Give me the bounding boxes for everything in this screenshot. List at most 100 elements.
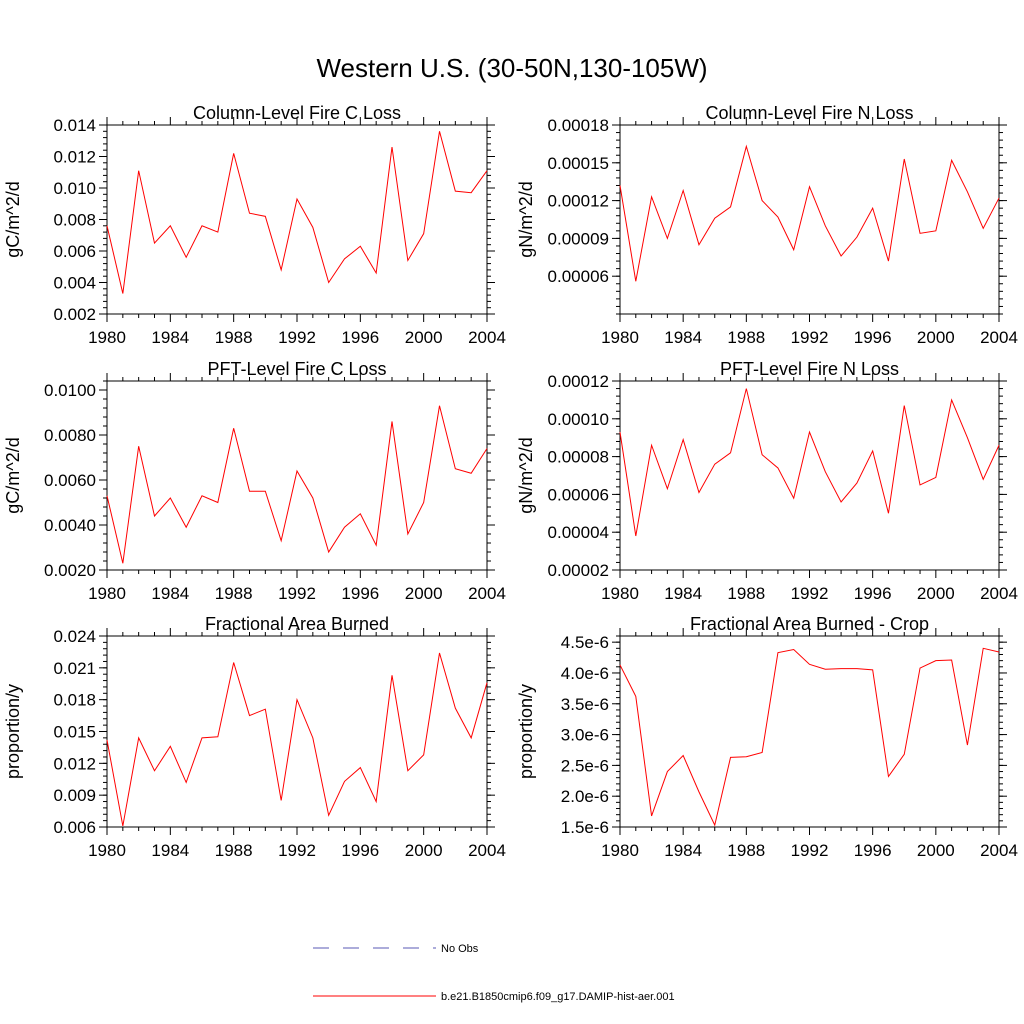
series-line <box>106 131 488 294</box>
x-tick-label: 2004 <box>980 328 1018 347</box>
panel-title: Fractional Area Burned <box>205 614 389 634</box>
y-tick-label: 0.0080 <box>44 426 96 445</box>
x-tick-label: 1984 <box>151 328 189 347</box>
y-tick-label: 4.5e-6 <box>561 633 609 652</box>
y-tick-label: 0.00012 <box>548 372 609 391</box>
panel-title: Column-Level Fire C Loss <box>193 103 401 123</box>
x-tick-label: 2000 <box>917 328 955 347</box>
x-tick-label: 1996 <box>854 841 892 860</box>
y-tick-label: 3.0e-6 <box>561 726 609 745</box>
y-tick-label: 0.015 <box>53 723 96 742</box>
y-tick-label: 0.00006 <box>548 485 609 504</box>
x-tick-label: 1988 <box>215 328 253 347</box>
legend-obs-label: No Obs <box>441 943 479 955</box>
x-tick-label: 1984 <box>664 328 702 347</box>
panel-1: Column-Level Fire C Loss 1980 1984 1988 1992… <box>3 103 506 347</box>
y-tick-label: 0.024 <box>53 627 96 646</box>
y-tick-label: 0.012 <box>53 148 96 167</box>
x-tick-label: 1992 <box>791 328 829 347</box>
y-tick-label: 0.010 <box>53 179 96 198</box>
y-tick-label: 0.00015 <box>548 154 609 173</box>
y-tick-label: 0.0020 <box>44 561 96 580</box>
panel-4: PFT-Level Fire N Loss 1980 1984 1988 1992 199… <box>516 359 1018 603</box>
panel-title: Fractional Area Burned - Crop <box>690 614 929 634</box>
x-tick-label: 1984 <box>151 841 189 860</box>
x-tick-label: 1980 <box>88 584 126 603</box>
x-tick-label: 1980 <box>88 841 126 860</box>
y-tick-label: 0.00012 <box>548 192 609 211</box>
x-tick-label: 1980 <box>601 328 639 347</box>
x-tick-label: 2000 <box>917 584 955 603</box>
x-tick-label: 1992 <box>791 841 829 860</box>
y-tick-label: 0.00008 <box>548 448 609 467</box>
y-tick-label: 0.006 <box>53 818 96 837</box>
y-tick-label: 0.002 <box>53 305 96 324</box>
y-tick-label: 1.5e-6 <box>561 818 609 837</box>
y-axis-label: gC/m^2/d <box>3 181 23 257</box>
plot-frame <box>106 380 488 571</box>
y-axis-label: gC/m^2/d <box>3 437 23 513</box>
plot-frame <box>619 380 1000 571</box>
y-tick-label: 0.00010 <box>548 410 609 429</box>
x-tick-label: 2004 <box>980 841 1018 860</box>
x-tick-label: 1980 <box>88 328 126 347</box>
y-tick-label: 0.00002 <box>548 561 609 580</box>
y-axis-label: proportion/y <box>3 684 23 779</box>
x-tick-label: 2004 <box>468 328 506 347</box>
x-tick-label: 1992 <box>278 328 316 347</box>
x-tick-label: 1988 <box>727 328 765 347</box>
y-axis-label: gN/m^2/d <box>516 437 536 513</box>
x-tick-label: 1980 <box>601 584 639 603</box>
y-tick-label: 4.0e-6 <box>561 664 609 683</box>
x-tick-label: 1988 <box>727 841 765 860</box>
x-tick-label: 1984 <box>151 584 189 603</box>
y-tick-label: 0.021 <box>53 659 96 678</box>
y-tick-label: 0.012 <box>53 754 96 773</box>
panel-title: PFT-Level Fire C Loss <box>207 359 386 379</box>
x-tick-label: 2004 <box>468 584 506 603</box>
y-tick-label: 0.00009 <box>548 229 609 248</box>
panels: Column-Level Fire C Loss 1980 1984 1988 1992… <box>3 103 1018 860</box>
series-line <box>619 144 1000 282</box>
panel-2: Column-Level Fire N Loss 1980 1984 1988 1992… <box>516 103 1018 347</box>
plot-frame <box>106 124 488 315</box>
legend: No Obs b.e21.B1850cmip6.f09_g17.DAMIP-hi… <box>313 943 675 1003</box>
y-tick-label: 0.009 <box>53 786 96 805</box>
x-tick-label: 2000 <box>917 841 955 860</box>
y-tick-label: 0.0100 <box>44 381 96 400</box>
series-line <box>106 405 488 564</box>
panel-6: Fractional Area Burned - Crop 1980 1984 198… <box>516 614 1018 860</box>
panel-5: Fractional Area Burned 1980 1984 1988 1992 19… <box>3 614 506 860</box>
y-tick-label: 0.006 <box>53 242 96 261</box>
x-tick-label: 2000 <box>405 584 443 603</box>
x-tick-label: 1980 <box>601 841 639 860</box>
series-line <box>106 652 488 827</box>
y-axis-label: proportion/y <box>516 684 536 779</box>
y-tick-label: 0.00018 <box>548 116 609 135</box>
y-tick-label: 2.0e-6 <box>561 787 609 806</box>
y-tick-label: 0.018 <box>53 691 96 710</box>
x-tick-label: 1996 <box>341 328 379 347</box>
y-tick-label: 0.00006 <box>548 267 609 286</box>
plot-frame <box>106 635 488 828</box>
series-line <box>619 388 1000 537</box>
panel-3: PFT-Level Fire C Loss 1980 1984 1988 1992 199… <box>3 359 506 603</box>
series-line <box>619 647 1000 827</box>
panel-title: Column-Level Fire N Loss <box>705 103 913 123</box>
x-tick-label: 2000 <box>405 328 443 347</box>
y-tick-label: 0.008 <box>53 211 96 230</box>
y-tick-label: 0.0040 <box>44 516 96 535</box>
y-tick-label: 0.00004 <box>548 523 609 542</box>
x-tick-label: 1988 <box>727 584 765 603</box>
x-tick-label: 1984 <box>664 841 702 860</box>
x-tick-label: 1988 <box>215 841 253 860</box>
x-tick-label: 1996 <box>341 841 379 860</box>
y-tick-label: 0.004 <box>53 274 96 293</box>
x-tick-label: 2000 <box>405 841 443 860</box>
x-tick-label: 1988 <box>215 584 253 603</box>
legend-model-label: b.e21.B1850cmip6.f09_g17.DAMIP-hist-aer.… <box>441 991 675 1003</box>
x-tick-label: 2004 <box>468 841 506 860</box>
x-tick-label: 1996 <box>341 584 379 603</box>
panel-title: PFT-Level Fire N Loss <box>720 359 899 379</box>
